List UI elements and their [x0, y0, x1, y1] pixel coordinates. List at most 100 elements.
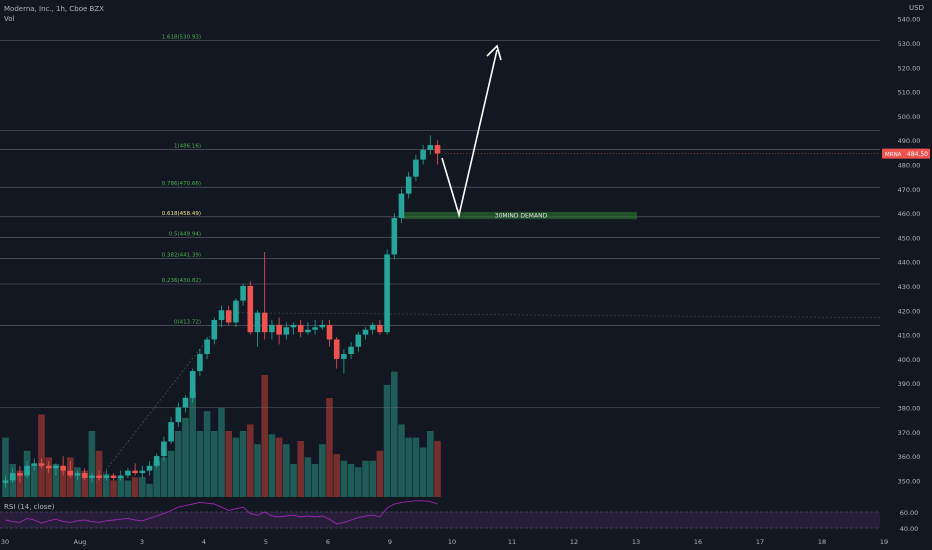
volume-bar	[391, 371, 398, 497]
trend-line	[95, 310, 231, 484]
volume-bar	[211, 431, 218, 497]
fib-label: 1(486.16)	[174, 144, 201, 150]
candle-body	[17, 473, 23, 476]
candle-body	[225, 310, 232, 323]
candle-body	[398, 193, 405, 218]
candle-body	[132, 470, 138, 474]
candle-body	[254, 312, 261, 333]
price-tick-label: 450.00	[898, 234, 921, 242]
candle-body	[348, 346, 354, 355]
volume-bar	[117, 477, 124, 497]
symbol-line: Moderna, Inc., 1h, Cboe BZX	[4, 5, 104, 13]
volume-bar	[319, 444, 326, 497]
candle-body	[125, 470, 131, 476]
volume-bar	[182, 417, 189, 497]
time-tick-label: 17	[756, 538, 764, 546]
rsi-pane: 60.00 40.00	[0, 500, 919, 533]
volume-bar	[326, 398, 333, 497]
candle-body	[369, 324, 376, 330]
volume-label: Vol	[4, 15, 15, 23]
candle-body	[413, 159, 419, 177]
volume-bar	[304, 457, 312, 497]
volume-bar	[196, 431, 204, 497]
volume-bar	[59, 470, 67, 497]
volume-bar	[146, 483, 153, 497]
candle-body	[53, 465, 59, 469]
candle-body	[283, 327, 290, 335]
volume-bar	[290, 464, 297, 497]
volume-bar	[131, 477, 139, 497]
candle-body	[38, 463, 45, 466]
volume-bar	[376, 450, 384, 497]
rsi-level-label: 60.00	[900, 509, 919, 517]
volume-bar	[225, 431, 232, 497]
candle-body	[45, 465, 52, 469]
projection-path	[441, 49, 498, 219]
candle-body	[341, 354, 347, 359]
candle-body	[405, 176, 412, 194]
candle-body	[146, 465, 153, 471]
volume-bar	[383, 384, 391, 497]
volume-bar	[239, 431, 247, 497]
price-tick-label: 540.00	[898, 16, 921, 24]
candle-body	[233, 300, 239, 323]
volume-bar	[52, 464, 60, 497]
candle-body	[319, 324, 326, 328]
time-tick-label: 11	[508, 538, 516, 546]
fib-label: 1.618(530.93)	[162, 35, 201, 41]
volume-bar	[88, 431, 96, 497]
candle-body	[103, 475, 110, 478]
time-tick-label: 6	[326, 538, 330, 546]
price-tick-label: 420.00	[898, 307, 921, 315]
volume-bar	[261, 374, 268, 497]
time-axis: 30 Aug 3 4 5 6 9 10 11 12 13 16 17 18 19	[1, 538, 888, 546]
volume-bar	[347, 464, 355, 497]
volume-bar	[419, 447, 427, 497]
volume-bar	[2, 437, 9, 497]
candle-body	[377, 324, 383, 333]
fib-label: 0(413.72)	[174, 320, 201, 326]
price-tick-label: 470.00	[898, 186, 921, 194]
volume-bar	[139, 477, 146, 497]
candle-body	[182, 397, 189, 408]
volume-bar	[283, 444, 290, 497]
candle-body	[384, 254, 390, 333]
time-tick-label: 16	[694, 538, 702, 546]
price-tick-label: 370.00	[898, 429, 921, 437]
volume-bar	[297, 440, 304, 497]
volume-bar	[153, 460, 160, 497]
volume-bar	[362, 460, 369, 497]
candle-body	[81, 473, 88, 478]
time-tick-label: 18	[818, 538, 826, 546]
price-tick-label: 380.00	[898, 405, 921, 413]
time-tick-label: 13	[632, 538, 640, 546]
volume-bar	[74, 467, 81, 497]
rsi-band	[0, 512, 880, 528]
time-tick-label: 5	[264, 538, 268, 546]
price-tick-label: 460.00	[898, 210, 921, 218]
volume-bar	[434, 440, 441, 497]
volume-bar	[275, 437, 283, 497]
candle-body	[60, 465, 66, 471]
price-tick-label: 530.00	[898, 40, 921, 48]
candle-body	[247, 286, 254, 333]
candle-body	[24, 465, 30, 476]
volume-bar	[427, 431, 434, 497]
volume-bar	[160, 457, 168, 497]
volume-bar	[247, 424, 254, 497]
volume-bar	[45, 457, 52, 497]
fib-label: 0.382(441.39)	[162, 252, 201, 258]
candle-body	[218, 310, 225, 321]
rsi-label: RSI (14, close)	[4, 503, 55, 511]
price-tick-label: 500.00	[898, 113, 921, 121]
candle-body	[312, 327, 318, 330]
candle-body	[89, 475, 95, 478]
last-price-tag	[882, 148, 930, 159]
volume-bar	[268, 434, 276, 497]
candle-body	[290, 324, 297, 328]
rsi-line	[5, 500, 438, 525]
candle-body	[333, 339, 340, 359]
candle-body	[355, 334, 362, 347]
volume-bar	[340, 460, 348, 497]
